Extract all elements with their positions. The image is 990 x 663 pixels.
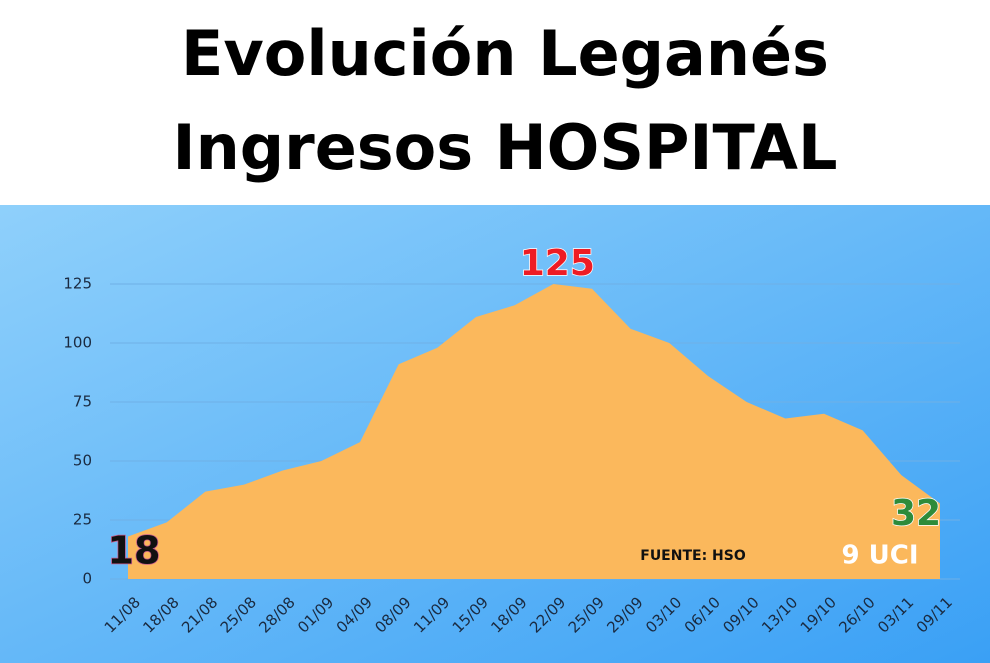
area	[128, 284, 940, 579]
data-label: 32	[891, 493, 941, 534]
y-tick-label: 100	[63, 334, 92, 352]
uci-note: 9 UCI	[841, 541, 918, 571]
y-tick-label: 75	[73, 393, 92, 411]
header-bg	[0, 0, 990, 205]
y-tick-label: 50	[73, 452, 92, 470]
y-tick-label: 0	[82, 570, 92, 588]
y-tick-label: 125	[63, 275, 92, 293]
chart-subtitle: Ingresos HOSPITAL	[173, 111, 838, 184]
y-tick-label: 25	[73, 511, 92, 529]
data-label: 125	[520, 243, 595, 284]
source-note: FUENTE: HSO	[640, 548, 746, 564]
chart-title: Evolución Leganés	[181, 17, 829, 90]
data-label: 18	[108, 529, 161, 573]
plot	[128, 284, 940, 579]
